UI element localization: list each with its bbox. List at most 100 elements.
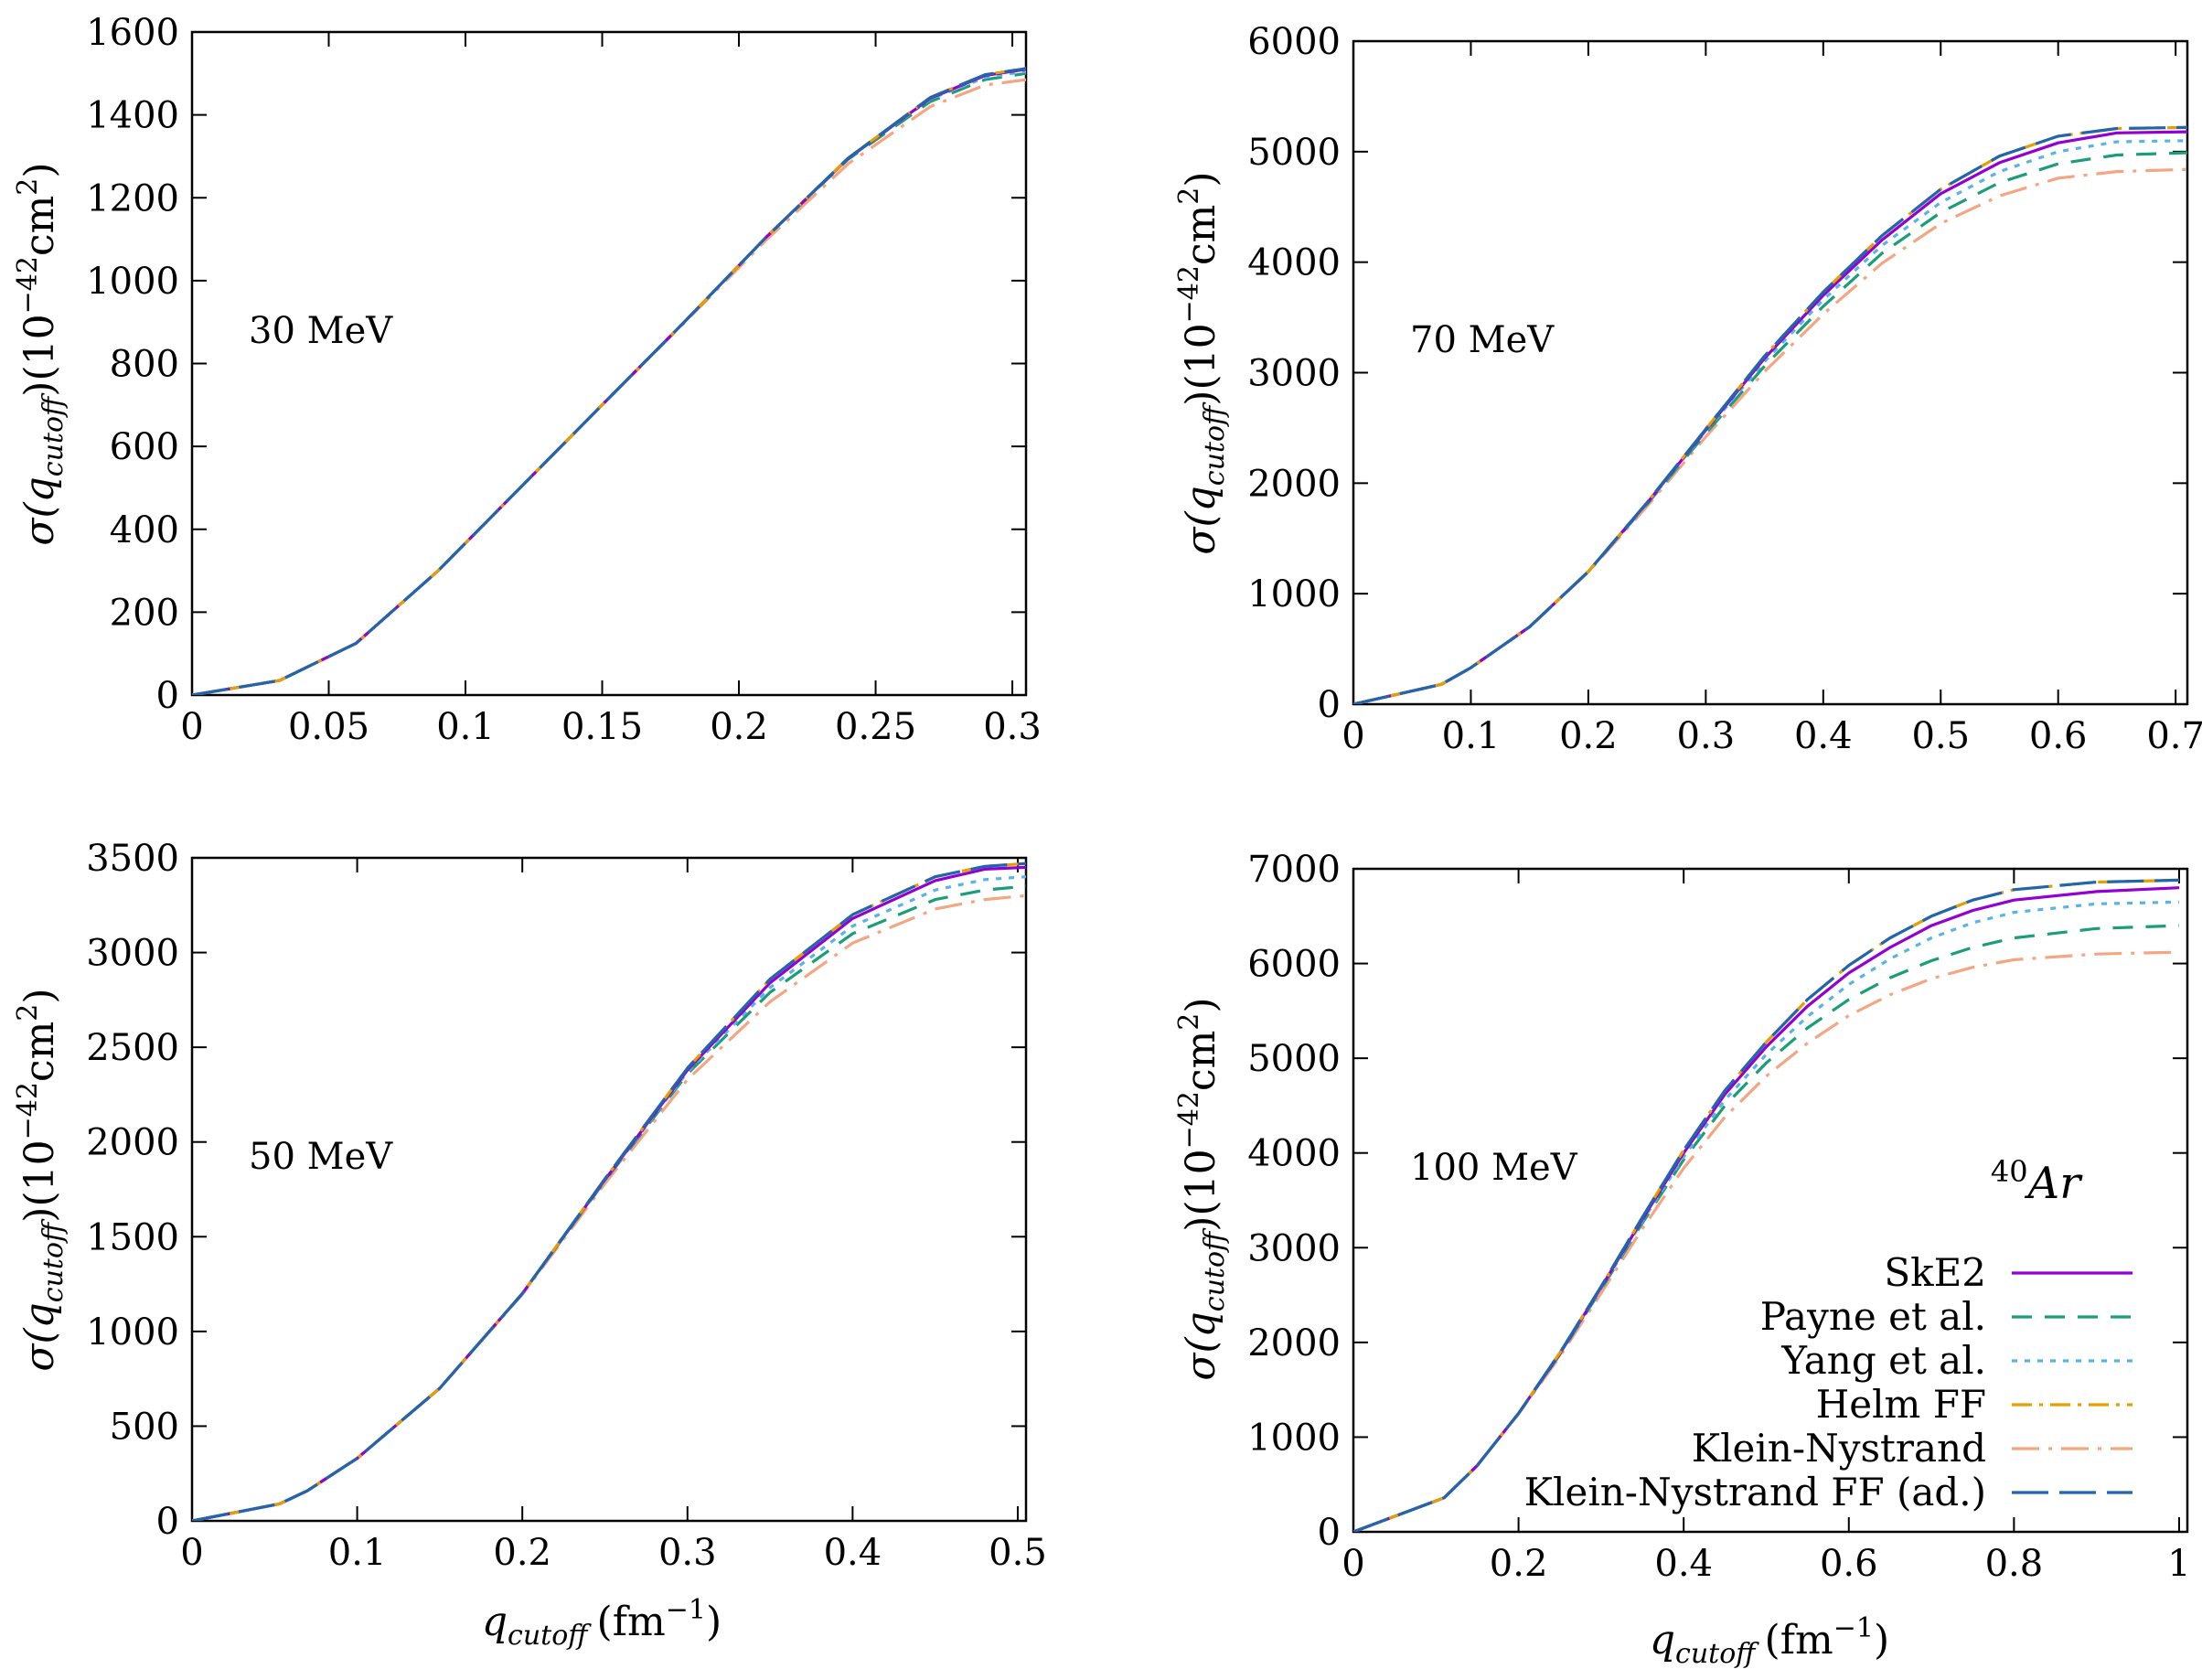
y-axis-label-30mev: σ(qcutoff)(10−42cm2) (12, 162, 69, 545)
x-tick-label: 0 (180, 1532, 203, 1574)
series-line-helm-ff (1353, 125, 2187, 704)
legend-label: Klein-Nystrand FF (ad.) (1524, 1470, 1986, 1514)
svg-text:qcutoff(fm−1): qcutoff (fm−1) (1650, 1612, 1889, 1670)
y-tick-label: 0 (156, 675, 179, 717)
y-tick-label: 6000 (1247, 21, 1341, 63)
panel-30mev: 0 0.05 0.1 0.15 0.2 0.25 0.3 0 200 400 600 800 1000 1… (86, 12, 1042, 748)
svg-text:σ(qcutoff)(10−42cm2): σ(qcutoff)(10−42cm2) (1173, 171, 1231, 554)
plot-frame (190, 856, 1028, 1523)
legend-entry: Klein-Nystrand FF (ad.) (1524, 1470, 2133, 1514)
y-tick-label: 800 (110, 344, 179, 386)
series-line-ske2 (1353, 130, 2187, 704)
series-line-klein-nystrand-ff-ad- (192, 67, 1026, 695)
legend-label: Yang et al. (1780, 1338, 1986, 1383)
x-tick-label: 0.05 (288, 706, 369, 748)
x-tick-label: 0.1 (436, 706, 495, 748)
panel-50mev: 0 0.1 0.2 0.3 0.4 0.5 0 500 1000 1500 2000 2500 3000… (86, 838, 1047, 1574)
y-axis-label-50mev: σ(qcutoff)(10−42cm2) (12, 988, 69, 1371)
x-tick-label: 0.2 (1490, 1543, 1548, 1585)
series-line-ske2 (192, 68, 1026, 695)
series-line-yang-et-al- (192, 875, 1026, 1521)
series-line-klein-nystrand-ff-ad- (1353, 125, 2187, 704)
series-line-yang-et-al- (192, 70, 1026, 695)
legend-entry: Yang et al. (1780, 1338, 2133, 1383)
panel-70mev: 0 0.1 0.2 0.3 0.4 0.5 0.6 0.7 0 1000 2000 3000 4000 5… (1247, 21, 2202, 757)
plot-frame (1352, 39, 2189, 706)
legend-nucleus: 40Ar (1991, 1154, 2083, 1209)
x-tick-label: 0 (1342, 715, 1364, 757)
series-line-payne-et-al- (192, 884, 1026, 1521)
y-tick-label: 3000 (86, 933, 179, 975)
series-line-yang-et-al- (1353, 139, 2187, 704)
y-tick-label: 0 (1318, 1512, 1341, 1554)
y-tick-label: 2000 (1247, 463, 1341, 505)
energy-annotation: 100 MeV (1410, 1147, 1578, 1189)
x-tick-label: 0.4 (1794, 715, 1853, 757)
x-tick-label: 0.6 (1820, 1543, 1878, 1585)
energy-annotation: 30 MeV (249, 310, 393, 352)
x-tick-label: 0.25 (835, 706, 916, 748)
y-tick-label: 1200 (86, 177, 179, 219)
series-line-klein-nystrand (192, 78, 1026, 695)
x-tick-label: 0.6 (2029, 715, 2088, 757)
svg-text:σ(qcutoff)(10−42cm2): σ(qcutoff)(10−42cm2) (12, 988, 69, 1371)
legend-entry: SkE2 (1884, 1250, 2133, 1295)
x-tick-label: 0.3 (658, 1532, 717, 1574)
series-line-helm-ff (192, 67, 1026, 695)
panel-100mev: 0 0.2 0.4 0.6 0.8 1 0 1000 2000 3000 4000 5000 6000 7… (1247, 849, 2190, 1585)
energy-annotation: 70 MeV (1410, 319, 1555, 361)
x-tick-label: 0.3 (983, 706, 1042, 748)
y-tick-label: 3500 (86, 838, 179, 880)
x-tick-label: 0.5 (1911, 715, 1970, 757)
y-tick-label: 5000 (1247, 132, 1341, 174)
y-tick-label: 1000 (86, 261, 179, 303)
x-tick-label: 0.2 (710, 706, 768, 748)
x-tick-label: 0.15 (561, 706, 643, 748)
legend-entry: Payne et al. (1760, 1294, 2133, 1339)
y-tick-label: 1400 (86, 95, 179, 137)
svg-text:σ(qcutoff)(10−42cm2): σ(qcutoff)(10−42cm2) (12, 162, 69, 545)
y-tick-label: 4000 (1247, 1133, 1341, 1175)
series-line-payne-et-al- (192, 71, 1026, 695)
x-tick-label: 0.4 (824, 1532, 882, 1574)
legend-label: Klein-Nystrand (1692, 1426, 1986, 1471)
series-line-helm-ff (192, 861, 1026, 1521)
y-tick-label: 1600 (86, 12, 179, 54)
x-axis-label-right: qcutoff (fm−1) (1650, 1612, 1889, 1670)
y-tick-label: 7000 (1247, 849, 1341, 891)
series-line-payne-et-al- (1353, 151, 2187, 704)
y-tick-label: 4000 (1247, 242, 1341, 284)
legend-label: SkE2 (1884, 1250, 1986, 1295)
x-tick-label: 0.2 (493, 1532, 551, 1574)
y-tick-label: 0 (156, 1501, 179, 1543)
y-tick-label: 5000 (1247, 1038, 1341, 1080)
y-tick-label: 500 (110, 1406, 179, 1448)
y-tick-label: 2500 (86, 1027, 179, 1069)
series-line-klein-nystrand (192, 894, 1026, 1521)
plot-frame (190, 30, 1028, 697)
series-line-yang-et-al- (1353, 900, 2180, 1532)
series-line-klein-nystrand (1353, 167, 2187, 704)
x-tick-label: 0 (180, 706, 203, 748)
y-tick-label: 1000 (1247, 573, 1341, 615)
x-tick-label: 0.8 (1985, 1543, 2044, 1585)
legend-entry: Helm FF (1816, 1382, 2133, 1427)
y-tick-label: 600 (110, 426, 179, 468)
svg-text:qcutoff(fm−1): qcutoff (fm−1) (482, 1594, 722, 1652)
y-tick-label: 1500 (86, 1216, 179, 1258)
x-tick-label: 0.1 (328, 1532, 387, 1574)
y-tick-label: 200 (110, 592, 179, 634)
plot-frame (1352, 867, 2189, 1534)
y-tick-label: 6000 (1247, 944, 1341, 986)
y-tick-label: 1000 (86, 1311, 179, 1354)
y-tick-label: 2000 (1247, 1322, 1341, 1364)
legend-label: Helm FF (1816, 1382, 1986, 1427)
y-tick-label: 2000 (86, 1122, 179, 1164)
x-axis-label-left: qcutoff (fm−1) (482, 1594, 722, 1652)
y-tick-label: 3000 (1247, 353, 1341, 395)
svg-text:σ(qcutoff)(10−42cm2): σ(qcutoff)(10−42cm2) (1173, 997, 1231, 1380)
x-tick-label: 0.3 (1677, 715, 1736, 757)
legend-label: Payne et al. (1760, 1294, 1986, 1339)
